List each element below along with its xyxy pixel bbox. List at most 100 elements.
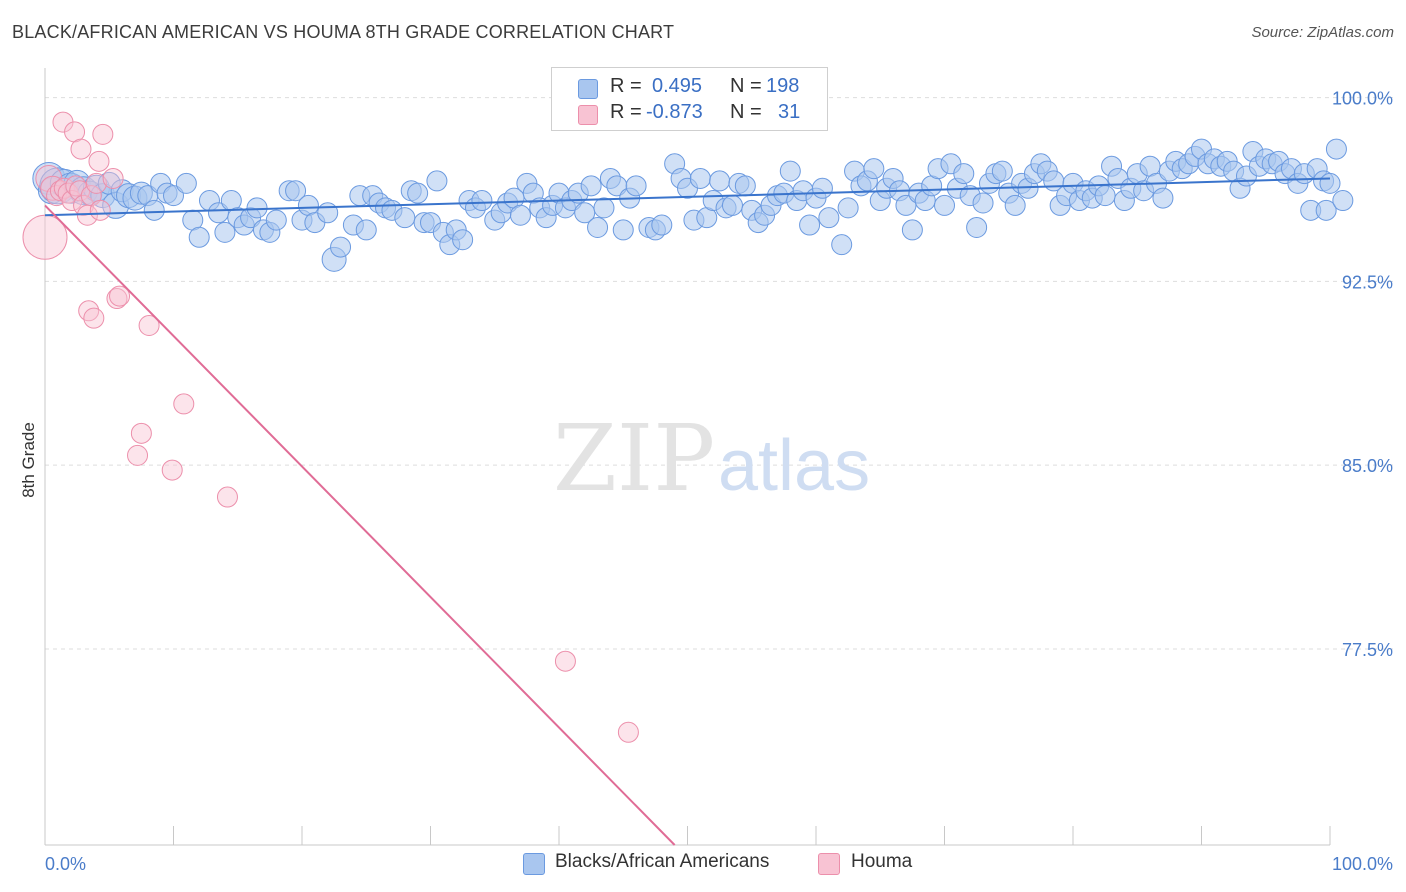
blacks-trend-line — [44, 177, 1331, 217]
blacks-data-point — [863, 158, 885, 180]
blacks-data-point — [188, 226, 210, 248]
blacks-data-point — [285, 180, 307, 202]
houma-data-point — [89, 199, 111, 221]
blacks-data-point — [689, 167, 711, 189]
blacks-data-point — [953, 163, 975, 185]
blacks-data-point — [625, 175, 647, 197]
houma-data-point — [92, 123, 114, 145]
legend-row-blacks: R = 0.495 N = 198 — [552, 75, 827, 101]
houma-data-point — [216, 486, 238, 508]
blacks-data-point — [509, 204, 531, 226]
blacks-data-point — [407, 182, 429, 204]
y-tick-label: 85.0% — [1342, 456, 1393, 476]
blacks-data-point — [426, 170, 448, 192]
houma-data-point — [161, 459, 183, 481]
blacks-data-point — [175, 172, 197, 194]
houma-data-point — [106, 288, 128, 310]
blacks-data-point — [355, 219, 377, 241]
pink-points-layer — [22, 111, 639, 743]
y-tick-label: 100.0% — [1332, 89, 1393, 109]
y-axis-label: 8th Grade — [19, 422, 38, 498]
legend-swatch-pink — [578, 105, 598, 125]
blacks-data-point — [471, 190, 493, 212]
blacks-data-point — [972, 192, 994, 214]
legend-r-label: R = — [610, 75, 642, 97]
blacks-data-point — [799, 214, 821, 236]
blacks-data-point — [593, 197, 615, 219]
blacks-data-point — [1152, 187, 1174, 209]
houma-data-point — [130, 422, 152, 444]
blacks-data-point — [818, 207, 840, 229]
blacks-data-point — [246, 197, 268, 219]
blacks-data-point — [966, 216, 988, 238]
blacks-data-point — [587, 216, 609, 238]
houma-data-point — [88, 150, 110, 172]
houma-data-point — [138, 314, 160, 336]
houma-data-point — [617, 721, 639, 743]
blacks-data-point — [934, 194, 955, 216]
blacks-data-point — [214, 221, 236, 243]
blacks-data-point — [837, 197, 859, 219]
x-tick-label: 100.0% — [1332, 854, 1393, 874]
watermark-zip: ZIP — [553, 405, 715, 512]
houma-data-point — [127, 444, 149, 466]
houma-data-point — [173, 393, 195, 415]
houma-data-point — [109, 285, 131, 307]
legend-n-value: 31 — [778, 101, 801, 123]
houma-data-point — [554, 650, 576, 672]
legend-r-value: -0.873 — [646, 101, 703, 123]
blacks-data-point — [612, 219, 634, 241]
bottom-legend-blacks: Blacks/African Americans — [555, 851, 770, 872]
houma-data-point — [70, 138, 92, 160]
bottom-legend-swatch-blue — [523, 853, 545, 875]
blacks-data-point — [901, 219, 923, 241]
blacks-data-point — [831, 234, 853, 256]
blacks-data-point — [330, 236, 352, 258]
blacks-data-point — [1315, 199, 1337, 221]
blacks-data-point — [163, 185, 184, 207]
y-tick-label: 77.5% — [1342, 640, 1393, 660]
houma-data-point — [85, 172, 107, 194]
tick-label-layer: 100.0% 92.5% 85.0% 77.5% 0.0% 100.0% — [45, 89, 1393, 874]
blacks-data-point — [1004, 194, 1026, 216]
blacks-data-point — [1325, 138, 1347, 160]
blacks-data-point — [811, 177, 833, 199]
blacks-data-point — [721, 194, 743, 216]
legend-n-label: N = — [730, 101, 762, 123]
legend-r-value: 0.495 — [652, 75, 703, 97]
legend-r-label: R = — [610, 101, 642, 123]
bottom-legend-swatch-pink — [818, 853, 840, 875]
y-tick-label: 92.5% — [1342, 272, 1393, 292]
legend-box: R = 0.495 N = 198 R = -0.873 N = 31 — [551, 67, 828, 131]
blacks-data-point — [779, 160, 801, 182]
blacks-data-point — [991, 160, 1013, 182]
blacks-data-point — [709, 170, 731, 192]
trend-layer — [44, 177, 1331, 846]
bottom-legend-houma: Houma — [851, 851, 913, 872]
legend-swatch-blue — [578, 79, 598, 99]
houma-trend-line — [44, 204, 676, 846]
blacks-data-point — [452, 229, 474, 251]
legend-row-houma: R = -0.873 N = 31 — [552, 101, 827, 127]
blacks-data-point — [1319, 172, 1341, 194]
blacks-data-point — [651, 214, 673, 236]
legend-n-value: 198 — [766, 75, 800, 97]
chart-source: Source: ZipAtlas.com — [1251, 24, 1394, 41]
blacks-data-point — [143, 199, 165, 221]
blacks-data-point — [1094, 185, 1116, 207]
watermark: ZIP atlas — [553, 405, 870, 512]
blacks-data-point — [580, 175, 602, 197]
houma-data-point — [22, 214, 68, 260]
blacks-data-point — [317, 202, 339, 224]
watermark-atlas: atlas — [718, 426, 870, 506]
x-tick-label: 0.0% — [45, 854, 86, 874]
legend-n-label: N = — [730, 75, 762, 97]
blacks-data-point — [734, 175, 756, 197]
chart-title: BLACK/AFRICAN AMERICAN VS HOUMA 8TH GRAD… — [12, 22, 675, 42]
blacks-data-point — [265, 209, 287, 231]
houma-data-point — [83, 307, 105, 329]
blacks-data-point — [394, 207, 416, 229]
blue-points-layer — [32, 138, 1354, 272]
blacks-data-point — [1332, 190, 1354, 212]
